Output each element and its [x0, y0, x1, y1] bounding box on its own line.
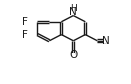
- Bar: [24, 32, 27, 37]
- Text: H: H: [70, 4, 77, 13]
- Text: N: N: [69, 7, 77, 17]
- Bar: [24, 19, 27, 24]
- Bar: [104, 38, 108, 43]
- Text: F: F: [23, 30, 28, 40]
- Text: F: F: [23, 17, 28, 27]
- Bar: [71, 52, 75, 58]
- Text: N: N: [102, 36, 110, 46]
- Bar: [71, 8, 75, 14]
- Text: O: O: [69, 50, 77, 60]
